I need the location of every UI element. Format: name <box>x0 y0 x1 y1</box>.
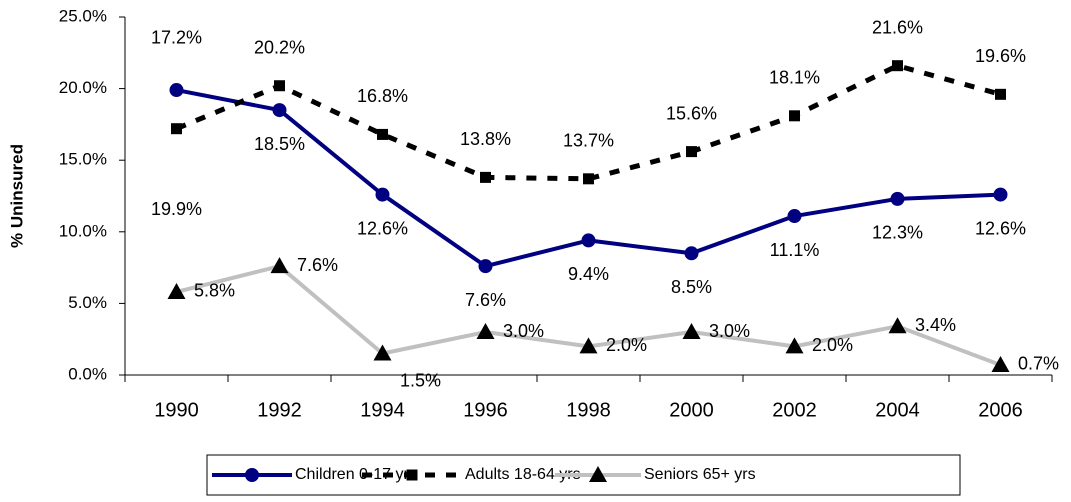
data-label: 2.0% <box>606 335 647 355</box>
data-label: 13.8% <box>460 129 511 149</box>
x-tick-label: 1990 <box>154 399 199 421</box>
y-tick-label: 15.0% <box>59 150 107 169</box>
y-tick-label: 10.0% <box>59 221 107 240</box>
y-axis-title: % Uninsured <box>7 144 26 248</box>
y-tick-label: 5.0% <box>68 293 107 312</box>
data-label: 1.5% <box>400 370 441 390</box>
x-tick-label: 2000 <box>669 399 714 421</box>
data-label: 3.4% <box>915 315 956 335</box>
data-point <box>892 60 903 72</box>
x-tick-label: 2004 <box>875 399 920 421</box>
x-tick-label: 2006 <box>978 399 1023 421</box>
data-point <box>991 355 1010 372</box>
data-label: 2.0% <box>812 335 853 355</box>
data-label: 3.0% <box>503 321 544 341</box>
data-label: 3.0% <box>709 321 750 341</box>
data-point <box>375 187 390 202</box>
y-tick-label: 20.0% <box>59 78 107 97</box>
series-line <box>175 63 1002 182</box>
x-tick-label: 1996 <box>463 399 508 421</box>
data-point <box>787 209 802 224</box>
data-point <box>478 259 493 274</box>
data-label: 21.6% <box>872 17 923 37</box>
data-label: 12.6% <box>975 218 1026 238</box>
data-point <box>274 80 285 92</box>
data-point <box>480 171 491 183</box>
legend-label: Children 0-17 yrs <box>295 466 417 483</box>
data-point <box>270 257 289 274</box>
data-label: 7.6% <box>465 290 506 310</box>
data-label: 17.2% <box>151 27 202 47</box>
x-tick-label: 1994 <box>360 399 405 421</box>
legend-marker <box>406 469 418 481</box>
data-point <box>785 337 804 354</box>
legend-marker <box>245 468 259 482</box>
data-point <box>890 191 905 206</box>
legend-label: Adults 18-64 yrs <box>465 466 581 483</box>
data-point <box>476 323 495 340</box>
data-label: 11.1% <box>770 240 820 260</box>
data-label: 16.8% <box>357 86 408 106</box>
data-label: 13.7% <box>563 131 614 151</box>
data-label: 20.2% <box>254 37 305 57</box>
data-point <box>581 233 596 248</box>
data-point <box>167 282 186 299</box>
data-point <box>169 83 184 98</box>
data-label: 18.1% <box>769 68 820 88</box>
legend-label: Seniors 65+ yrs <box>644 466 756 483</box>
data-label: 19.6% <box>975 46 1026 66</box>
data-point <box>682 323 701 340</box>
data-label: 18.5% <box>254 134 305 154</box>
data-point <box>789 110 800 122</box>
data-point <box>579 337 598 354</box>
x-tick-label: 1992 <box>257 399 302 421</box>
data-point <box>995 88 1006 100</box>
data-label: 8.5% <box>671 277 712 297</box>
data-point <box>583 173 594 185</box>
data-label: 5.8% <box>194 281 235 301</box>
legend-marker <box>589 466 607 482</box>
data-point <box>377 128 388 140</box>
data-point <box>888 317 907 334</box>
data-point <box>272 103 287 118</box>
x-tick-label: 2002 <box>772 399 817 421</box>
data-label: 15.6% <box>666 103 717 123</box>
y-tick-label: 25.0% <box>59 6 107 25</box>
data-point <box>686 146 697 158</box>
data-point <box>684 246 699 261</box>
data-point <box>373 344 392 361</box>
data-label: 19.9% <box>151 199 202 219</box>
x-tick-label: 1998 <box>566 399 611 421</box>
data-label: 12.6% <box>357 218 408 238</box>
y-tick-label: 0.0% <box>68 364 107 383</box>
data-label: 0.7% <box>1018 354 1059 374</box>
data-label: 9.4% <box>568 264 609 284</box>
data-point <box>171 123 182 135</box>
data-label: 12.3% <box>872 223 923 243</box>
data-point <box>993 187 1008 202</box>
data-label: 7.6% <box>297 255 338 275</box>
